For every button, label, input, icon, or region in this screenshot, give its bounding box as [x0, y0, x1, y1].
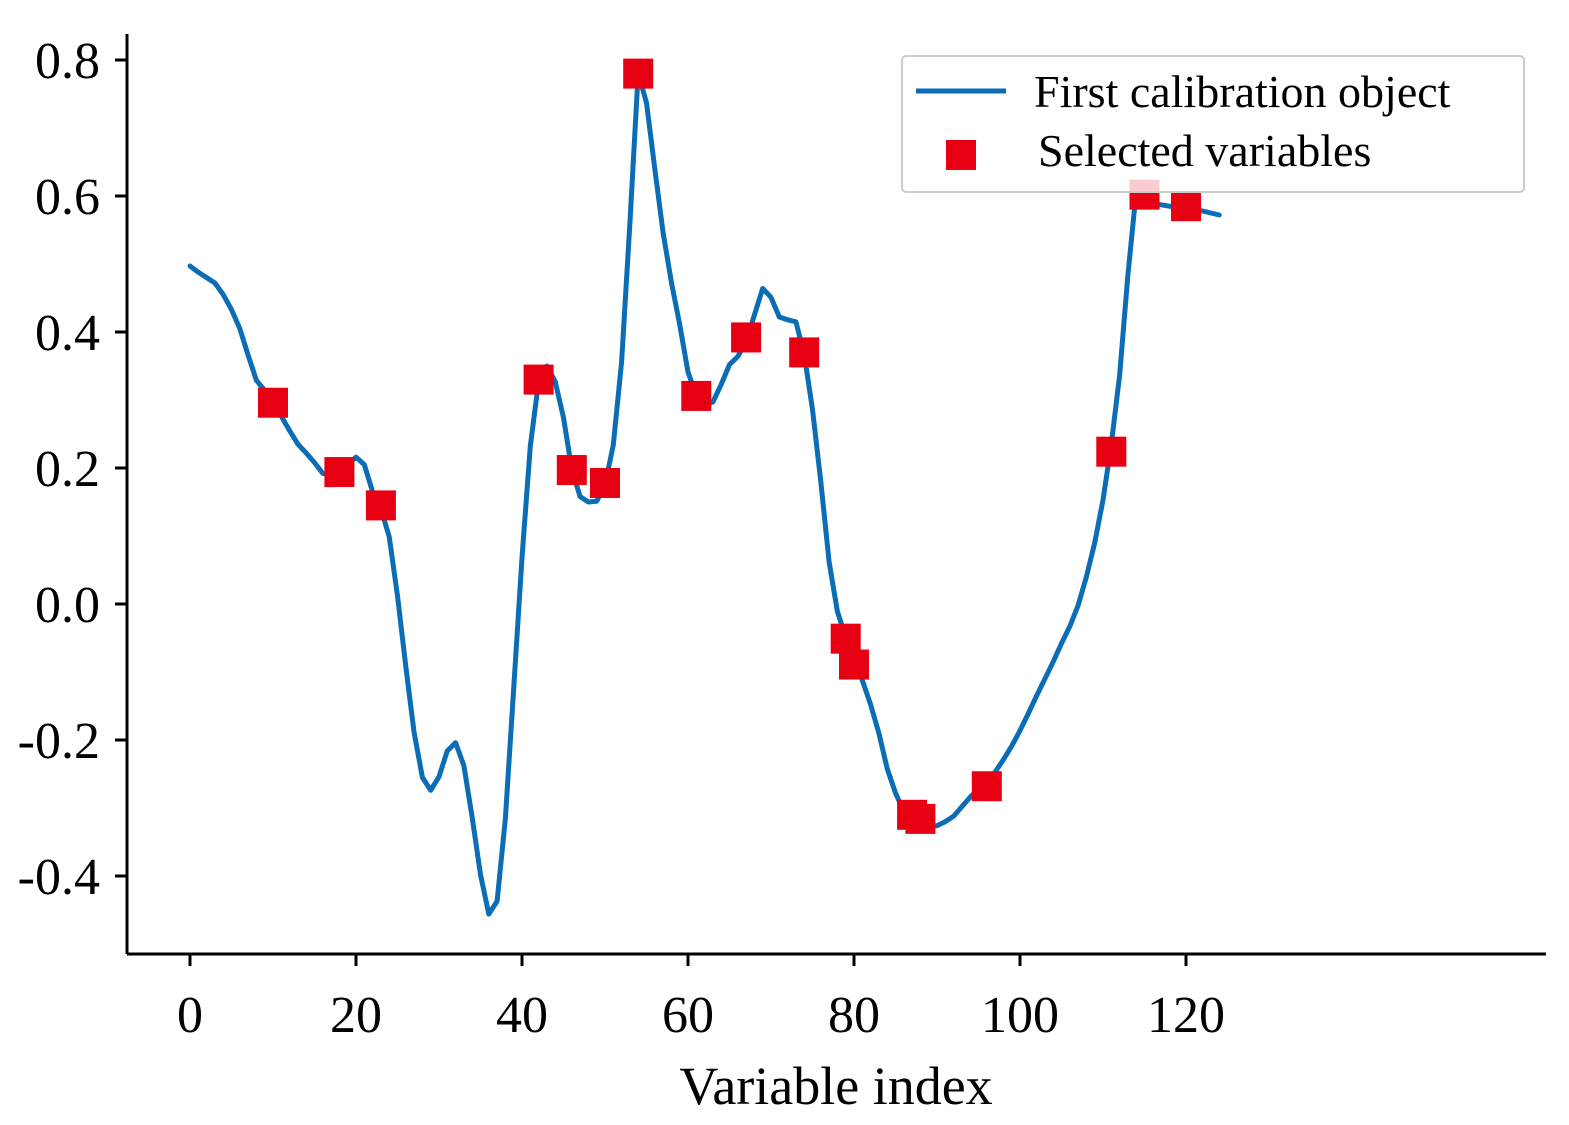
- y-tick-label: 0.2: [35, 441, 100, 498]
- selected-variable-marker: [971, 771, 1002, 802]
- y-tick-label: 0.0: [35, 577, 100, 634]
- selected-variable-marker: [905, 803, 936, 834]
- axes: [125, 34, 1546, 956]
- y-tick-label: 0.4: [35, 305, 100, 362]
- selected-variable-marker: [324, 457, 355, 488]
- ticks: 0 20 40 60 80 100 120 -0.4 -0.2 0.0 0.2 0.4 0.6 0.8: [18, 33, 1225, 1044]
- selected-variable-marker: [556, 455, 587, 486]
- selected-variable-marker: [731, 322, 762, 353]
- legend-square-swatch: [946, 140, 976, 170]
- legend: First calibration object Selected variab…: [901, 55, 1525, 193]
- legend-frame: [901, 55, 1525, 193]
- x-tick-label: 20: [330, 987, 382, 1044]
- x-tick-label: 0: [177, 987, 203, 1044]
- x-axis-title: Variable index: [679, 1056, 992, 1116]
- y-tick-label: -0.2: [18, 713, 100, 770]
- y-tick-label: 0.6: [35, 169, 100, 226]
- x-tick-label: 120: [1147, 987, 1225, 1044]
- selected-variable-marker: [258, 387, 288, 418]
- y-tick-label: -0.4: [18, 849, 100, 906]
- selected-variable-marker: [523, 364, 554, 395]
- selected-variable-marker: [681, 380, 712, 411]
- selected-variable-marker: [1171, 191, 1201, 222]
- selected-variable-marker: [365, 490, 396, 521]
- x-tick-label: 80: [828, 987, 880, 1044]
- selected-variable-marker: [789, 337, 820, 368]
- selected-variable-marker: [839, 649, 869, 680]
- x-tick-label: 100: [981, 987, 1059, 1044]
- selected-variable-marker: [590, 467, 620, 498]
- selected-variable-marker: [623, 58, 654, 89]
- legend-label-scatter: Selected variables: [1038, 125, 1371, 176]
- legend-label-line: First calibration object: [1034, 66, 1451, 117]
- selected-variable-marker: [1096, 436, 1127, 467]
- series-scatter-group: [258, 58, 1201, 834]
- x-tick-label: 40: [496, 987, 548, 1044]
- y-tick-label: 0.8: [35, 33, 100, 90]
- selected-variable-marker: [830, 623, 861, 654]
- x-tick-label: 60: [662, 987, 714, 1044]
